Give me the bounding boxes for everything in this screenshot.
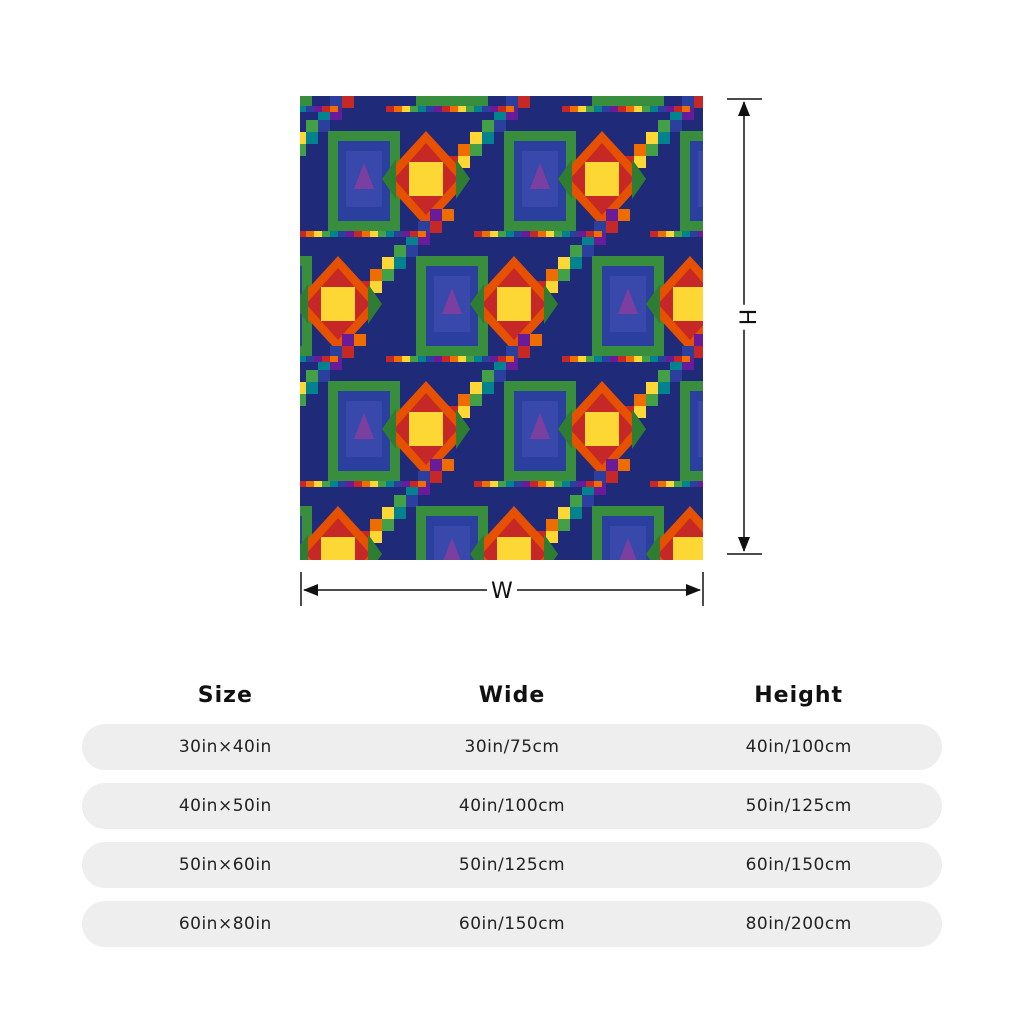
cell-wide: 40in/100cm [458,796,566,816]
blanket-pattern-image [300,96,703,560]
header-size: Size [197,682,253,708]
arrow-right-icon [686,584,701,596]
cell-size: 40in×50in [178,796,272,816]
size-table: Size Wide Height 30in×40in 30in/75cm 40i… [82,678,942,960]
cell-wide: 30in/75cm [464,737,560,757]
arrow-up-icon [738,101,750,116]
table-row: 50in×60in 50in/125cm 60in/150cm [82,842,942,888]
cell-height: 50in/125cm [745,796,852,816]
table-header: Size Wide Height [82,678,942,712]
cell-wide: 60in/150cm [458,914,566,934]
cell-size: 50in×60in [178,855,272,875]
table-row: 40in×50in 40in/100cm 50in/125cm [82,783,942,829]
arrow-down-icon [738,537,750,552]
cell-height: 60in/150cm [745,855,852,875]
table-row: 30in×40in 30in/75cm 40in/100cm [82,724,942,770]
cell-size: 30in×40in [178,737,272,757]
cell-wide: 50in/125cm [458,855,566,875]
cell-height: 40in/100cm [745,737,852,757]
quilt-pattern [300,96,703,560]
header-wide: Wide [478,682,546,708]
height-label: H [733,304,758,330]
cell-size: 60in×80in [178,914,272,934]
arrow-left-icon [303,584,318,596]
cell-height: 80in/200cm [745,914,852,934]
table-row: 60in×80in 60in/150cm 80in/200cm [82,901,942,947]
width-label: W [487,581,517,603]
header-height: Height [754,682,844,708]
